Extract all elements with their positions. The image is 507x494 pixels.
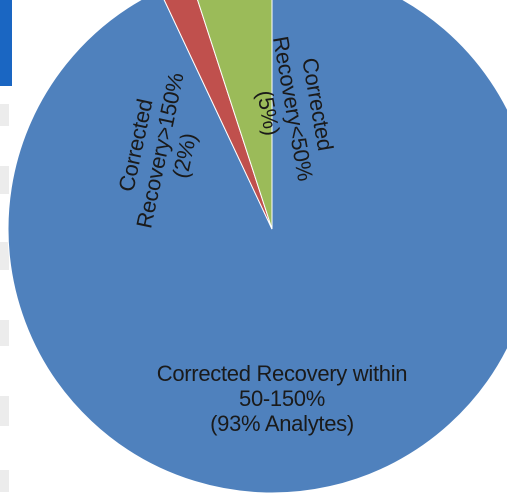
side-bar — [0, 242, 9, 270]
side-bar — [0, 104, 9, 126]
side-bar — [0, 166, 9, 194]
slice-label: Corrected Recovery within 50-150% (93% An… — [152, 361, 412, 436]
category-label: Corrected Recovery within 50-150% — [156, 360, 408, 411]
side-bar — [0, 396, 9, 426]
value-label: (93% Analytes) — [210, 410, 354, 436]
pie-slice — [7, 0, 507, 494]
side-bar — [0, 320, 9, 346]
side-tab — [0, 0, 12, 86]
side-bar — [0, 470, 9, 492]
pie-slice — [197, 0, 273, 230]
